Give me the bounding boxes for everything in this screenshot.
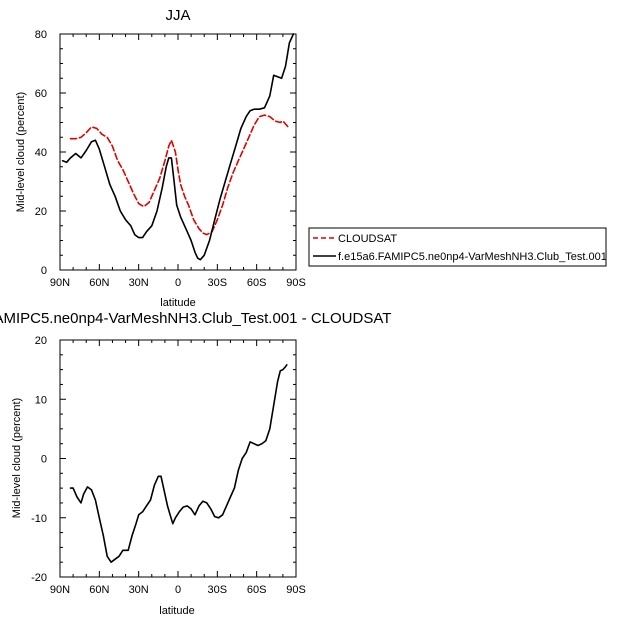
bottom-x-axis-label: latitude [159,605,194,617]
y-tick-label: 0 [41,265,47,277]
x-tick-label: 30N [129,277,149,289]
bottom-y-axis-label: Mid-level cloud (percent) [11,398,23,518]
x-tick-label: 30S [208,584,228,596]
x-tick-label: 60S [247,584,267,596]
y-tick-label: 40 [35,147,47,159]
legend: CLOUDSAT f.e15a6.FAMIPC5.ne0np4-VarMeshN… [308,227,607,267]
y-tick-label: 20 [35,206,47,218]
top-chart-title: JJA [165,7,190,24]
legend-label-cloudsat: CLOUDSAT [338,233,397,245]
x-tick-label: 0 [175,584,181,596]
x-tick-label: 90N [50,277,70,289]
y-tick-label: 20 [35,335,47,347]
legend-box [308,227,607,267]
legend-label-model: f.e15a6.FAMIPC5.ne0np4-VarMeshNH3.Club_T… [338,251,607,263]
y-tick-label: 60 [35,88,47,100]
y-tick-label: 10 [35,394,47,406]
y-tick-label: -20 [31,572,47,584]
bottom-chart-title: 6.FAMIPC5.ne0np4-VarMeshNH3.Club_Test.00… [0,310,391,327]
x-tick-label: 0 [175,277,181,289]
bottom-panel: 6.FAMIPC5.ne0np4-VarMeshNH3.Club_Test.00… [0,310,391,617]
series-line-model [61,33,295,261]
y-tick-label: 80 [35,29,47,41]
x-tick-label: 90N [50,584,70,596]
top-panel: JJA Mid-level cloud (percent) latitude 9… [15,7,306,309]
x-tick-label: 90S [286,277,306,289]
plot-frame [59,339,297,578]
x-tick-label: 60S [247,277,267,289]
x-tick-label: 60N [89,584,109,596]
x-tick-label: 60N [89,277,109,289]
y-tick-label: 0 [41,454,47,466]
top-x-axis-label: latitude [160,297,195,309]
x-tick-label: 30S [208,277,228,289]
x-tick-label: 30N [129,584,149,596]
y-tick-label: -10 [31,513,47,525]
plot-frame [59,33,297,271]
top-y-axis-label: Mid-level cloud (percent) [15,92,27,212]
x-tick-label: 90S [286,584,306,596]
series-line-cloudsat [69,114,289,236]
series-line-difference [69,364,288,563]
